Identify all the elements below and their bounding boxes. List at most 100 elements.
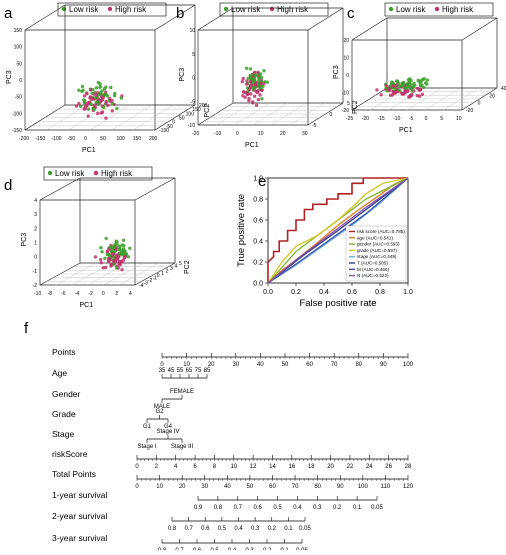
axis-label-y: PC3 [179, 68, 186, 82]
point-low-risk [121, 238, 126, 242]
point-low-risk [252, 77, 256, 82]
point-low-risk [103, 92, 107, 97]
nomogram-label-stage: Stage [52, 429, 74, 439]
roc-xlabel: False positive rate [299, 298, 376, 309]
point-high-risk [256, 70, 260, 75]
nomogram-tick-label: 80 [314, 484, 321, 490]
x-tick-label: -10 [214, 131, 221, 137]
nomogram-tick-label: 40 [224, 484, 231, 490]
z-tick-label: 5 [179, 261, 182, 267]
box-edge [134, 177, 176, 201]
point-high-risk [85, 92, 89, 96]
nomogram-tick-label: 2 [155, 464, 159, 470]
roc-legend-entry: T (AUC=0.505) [357, 261, 388, 266]
z-tick-label: 0 [330, 112, 333, 118]
point-low-risk [409, 83, 413, 87]
point-low-risk [113, 91, 117, 96]
nomogram-tick-label: 0 [160, 362, 164, 368]
x-tick-label: -15 [377, 116, 384, 122]
point-high-risk [251, 101, 255, 105]
x-tick-label: -2 [88, 291, 93, 297]
point-high-risk [110, 98, 114, 103]
point-high-risk [244, 82, 249, 86]
nomogram-tick-label: 0.4 [234, 526, 243, 532]
point-low-risk [104, 236, 108, 241]
point-high-risk [252, 94, 257, 98]
point-high-risk [100, 95, 104, 99]
roc-line-4 [267, 177, 409, 284]
y-tick-label: 0.0 [253, 281, 263, 288]
point-high-risk [260, 88, 264, 93]
point-high-risk [117, 261, 121, 265]
point-high-risk [390, 93, 395, 97]
z-tick-label: 4 [175, 263, 178, 269]
point-high-risk [409, 94, 413, 98]
axis-label-x: PC1 [82, 147, 96, 154]
point-low-risk [99, 246, 103, 250]
box-edge [154, 4, 196, 31]
nomogram-tick-label: 4 [174, 464, 178, 470]
point-low-risk [423, 81, 428, 85]
nomogram-tick-label: 10 [156, 484, 163, 490]
nomogram-tick-label: 24 [366, 464, 373, 470]
nomogram-tick-label: 35 [159, 368, 166, 374]
axis-label-x: PC1 [245, 142, 259, 149]
point-high-risk [384, 83, 388, 88]
nomogram-tick-label: 70 [292, 484, 299, 490]
point-low-risk [252, 85, 256, 90]
point-high-risk [106, 103, 110, 108]
x-tick-label: 0.8 [375, 289, 385, 296]
point-high-risk [121, 258, 125, 263]
point-high-risk [242, 90, 246, 94]
y-tick-label: 0 [192, 76, 195, 82]
point-low-risk [108, 245, 113, 249]
point-low-risk [112, 262, 116, 266]
point-high-risk [262, 82, 266, 86]
z-tick-label: 200 [199, 103, 208, 109]
nomogram-tick-label: 0.2 [268, 526, 277, 532]
y-tick-label: 3 [34, 212, 37, 218]
point-high-risk [379, 93, 383, 97]
point-low-risk [102, 87, 107, 91]
y-tick-label: -10 [342, 91, 349, 97]
y-tick-label: 4 [34, 198, 37, 204]
point-low-risk [425, 78, 430, 82]
nomogram-tick-label: 20 [327, 464, 334, 470]
point-high-risk [104, 100, 108, 105]
x-tick-label: 0 [102, 291, 105, 297]
box-edge [197, 7, 234, 31]
y-tick-label: 0 [19, 78, 22, 84]
point-high-risk [123, 255, 127, 259]
roc-legend-entry: gender (AUC=0.593) [357, 242, 400, 247]
point-low-risk [115, 106, 119, 111]
point-high-risk [109, 264, 113, 268]
x-tick-label: 0.0 [263, 289, 273, 296]
nomogram-tick-label: 0.9 [194, 505, 203, 511]
nomogram-tick-label: 50 [282, 362, 289, 368]
x-tick-label: 20 [280, 131, 286, 137]
point-low-risk [245, 86, 250, 90]
x-tick-label: -10 [34, 291, 41, 297]
point-low-risk [123, 249, 127, 253]
z-tick-label: 2 [166, 268, 169, 274]
axis-label-y: PC3 [6, 70, 13, 84]
point-low-risk [105, 252, 110, 257]
point-low-risk [257, 76, 261, 81]
z-tick-label: 40 [501, 86, 506, 92]
point-high-risk [258, 93, 262, 97]
x-tick-label: -200 [19, 136, 29, 142]
nomogram-tick-label: 40 [257, 362, 264, 368]
x-tick-label: 30 [302, 131, 308, 137]
nomogram-tick-label: 90 [337, 484, 344, 490]
nomogram-tick-label: 12 [250, 464, 257, 470]
point-low-risk [390, 80, 394, 84]
y-tick-label: -100 [12, 111, 22, 117]
x-tick-label: -20 [362, 116, 369, 122]
point-low-risk [103, 256, 107, 260]
point-low-risk [260, 97, 264, 101]
panel-letter-b: b [176, 5, 184, 22]
point-high-risk [83, 107, 87, 111]
roc-line-3 [267, 177, 409, 284]
nomogram-tick-label: G2 [156, 409, 165, 415]
nomogram-tick-label: 20 [179, 484, 186, 490]
